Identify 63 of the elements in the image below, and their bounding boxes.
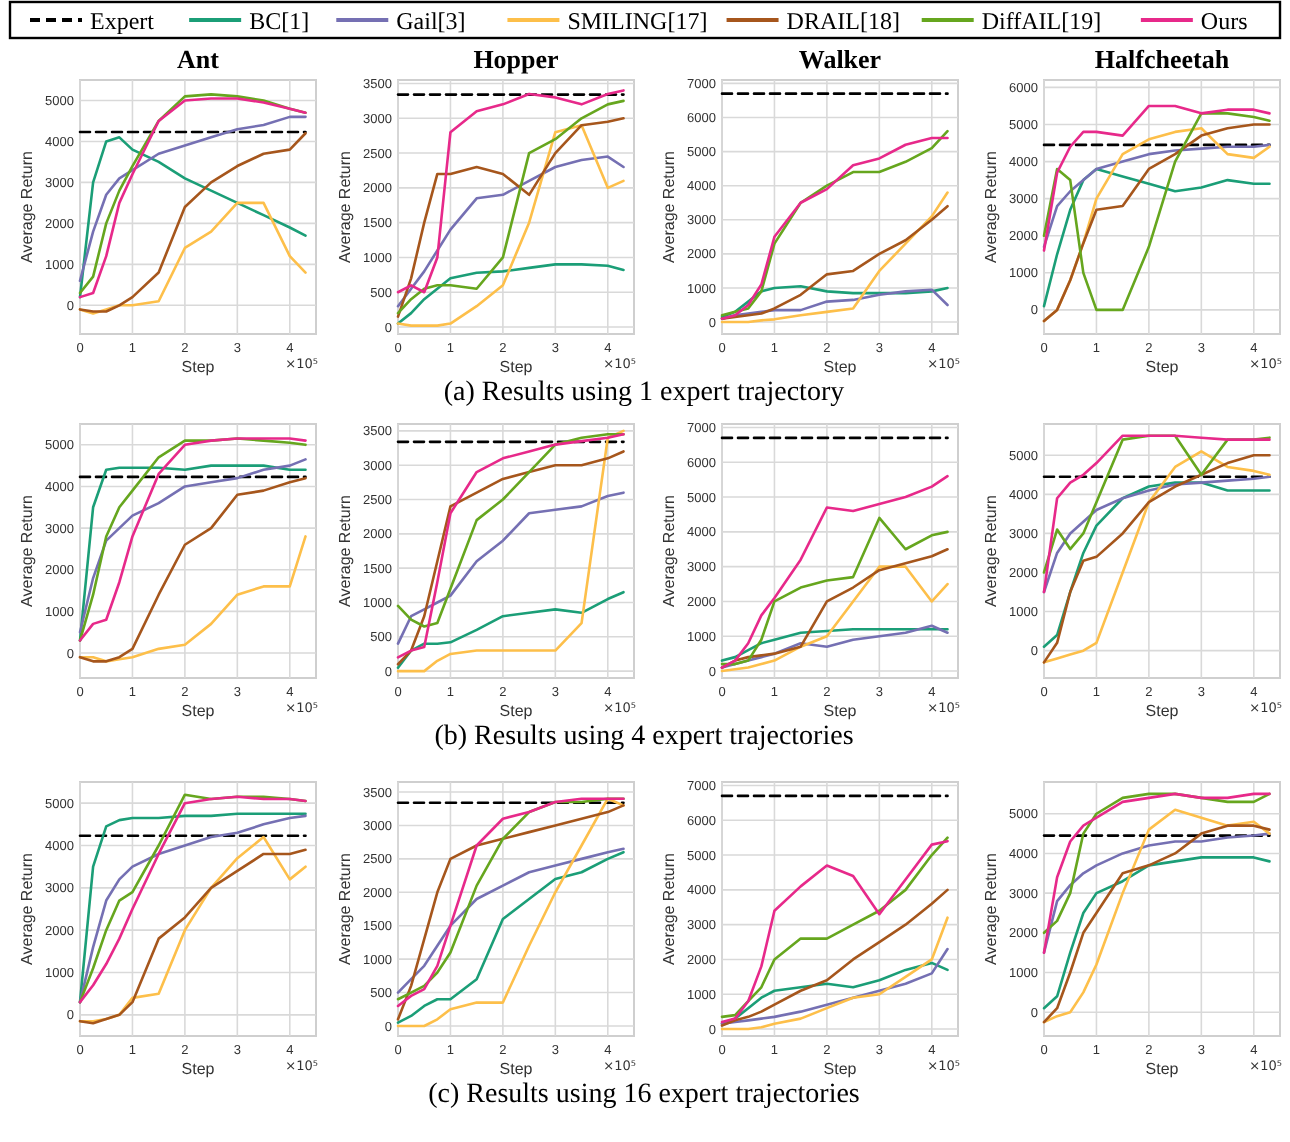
x-axis-title: Step (823, 1060, 858, 1078)
chart-title: Walker (798, 44, 882, 74)
line-series (720, 624, 949, 669)
text: (a) Results using 1 expert trajectory (443, 378, 845, 408)
line-series (78, 476, 307, 663)
legend-label: DRAIL[18] (786, 7, 900, 35)
y-axis-title: Average Return (660, 151, 678, 263)
x-axis-title: Step (181, 1060, 216, 1078)
line-series (720, 474, 949, 669)
legend-label: Expert (90, 7, 156, 35)
line-series (396, 847, 625, 994)
x-axis-title: Step (499, 358, 534, 376)
y-axis-title: Average Return (18, 151, 36, 263)
y-axis-title: Average Return (982, 853, 1000, 965)
y-axis-title: Average Return (660, 853, 678, 965)
x-axis-title: Step (823, 358, 858, 376)
line-series (1042, 167, 1271, 308)
x-axis-title: Step (823, 702, 858, 720)
line-series (720, 947, 949, 1026)
y-axis-title: Average Return (982, 495, 1000, 607)
text: (b) Results using 4 expert trajectories (434, 722, 854, 752)
legend-label: SMILING[17] (567, 7, 708, 35)
chart-title: Ant (177, 44, 221, 74)
x-axis-title: Step (1145, 702, 1180, 720)
line-series (1042, 475, 1271, 594)
text: (c) Results using 16 expert trajectories (428, 1080, 860, 1110)
line-series (720, 565, 949, 673)
x-axis-title: Step (181, 702, 216, 720)
line-series (1042, 104, 1271, 252)
y-axis-title: Average Return (336, 495, 354, 607)
legend-label: Ours (1200, 7, 1249, 35)
y-axis-title: Average Return (18, 495, 36, 607)
x-axis-title: Step (1145, 358, 1180, 376)
y-axis-title: Average Return (982, 151, 1000, 263)
line-series (396, 155, 625, 308)
chart-title: Halfcheetah (1094, 44, 1231, 74)
line-series (78, 115, 307, 283)
y-axis-title: Average Return (660, 495, 678, 607)
line-series (720, 627, 949, 662)
y-axis-title: Average Return (18, 853, 36, 965)
line-series (396, 491, 625, 645)
x-axis-title: Step (181, 358, 216, 376)
line-series (720, 516, 949, 666)
line-series (396, 263, 625, 325)
y-axis-title: Average Return (336, 853, 354, 965)
chart-title: Hopper (473, 44, 560, 74)
line-series (720, 916, 949, 1031)
y-axis-title: Average Return (336, 151, 354, 263)
x-axis-title: Step (499, 702, 534, 720)
x-axis-title: Step (499, 1060, 534, 1078)
line-series (396, 850, 625, 1024)
line-series (78, 535, 307, 663)
line-series (1042, 143, 1271, 249)
line-series (396, 590, 625, 669)
legend-label: DiffAIL[19] (981, 7, 1102, 35)
line-series (720, 888, 949, 1027)
legend-label: BC[1] (249, 7, 310, 35)
line-series (1042, 856, 1271, 1010)
legend-label: Gail[3] (396, 7, 466, 35)
line-series (78, 201, 307, 315)
line-series (1042, 481, 1271, 649)
line-series (1042, 832, 1271, 954)
x-axis-title: Step (1145, 1060, 1180, 1078)
